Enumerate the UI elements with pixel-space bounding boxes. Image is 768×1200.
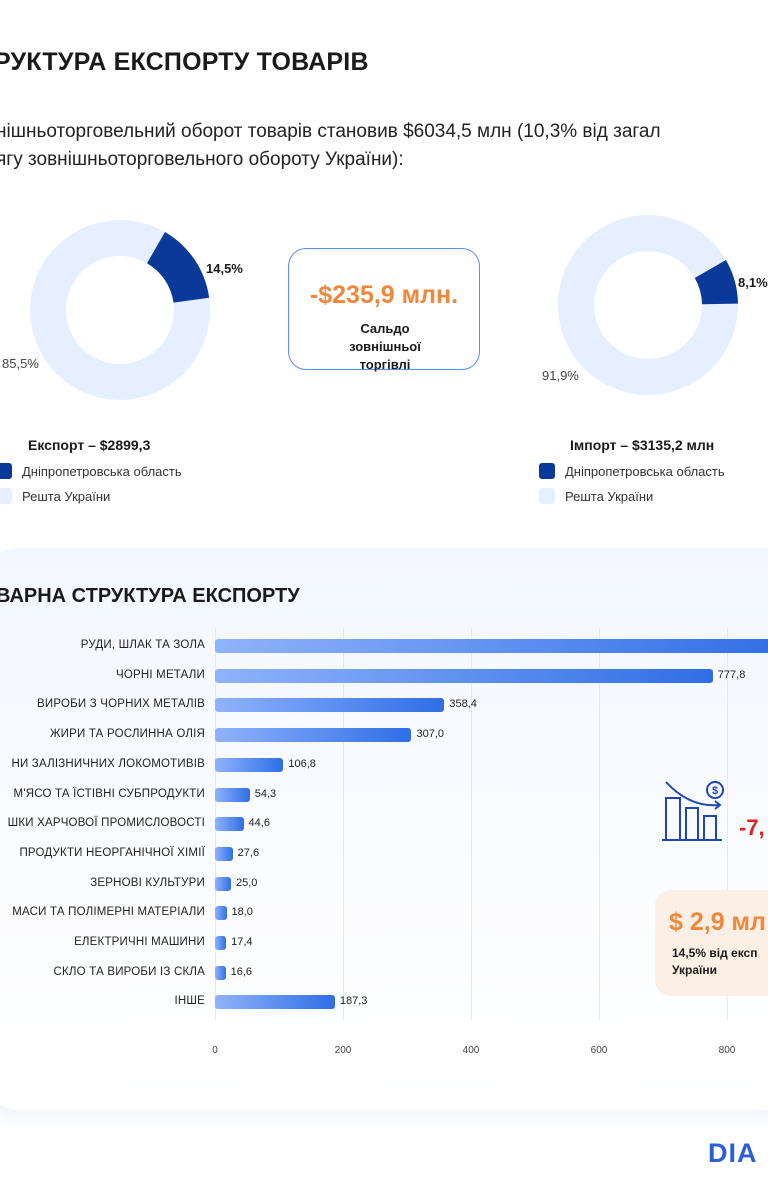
export-rest-slice: [30, 220, 210, 400]
legend-region: Дніпропетровська область: [0, 463, 182, 479]
bar-value-label: 777,8: [717, 668, 746, 681]
export-donut: [30, 220, 210, 400]
bar: [215, 639, 768, 653]
category-label: МАСИ ТА ПОЛІМЕРНІ МАТЕРІАЛИ: [12, 906, 205, 919]
x-tick-label: 400: [462, 1045, 480, 1056]
bar: [215, 906, 227, 921]
bar-value-label: 16,6: [230, 965, 253, 978]
saldo-label: Сальдо зовнішньої торгівлі: [349, 321, 421, 372]
import-rest-slice: [558, 215, 738, 395]
category-label: ЗЕРНОВІ КУЛЬТУРИ: [90, 876, 205, 889]
bar-value-label: 187,3: [339, 995, 368, 1008]
import-region-slice: [694, 260, 738, 305]
category-label: ЧОРНІ МЕТАЛИ: [115, 668, 205, 681]
bar: [215, 995, 335, 1010]
gridline: [471, 628, 472, 1020]
import-share-label: 8,1%: [738, 275, 768, 290]
bar-value-label: 25,0: [236, 876, 258, 889]
legend-text: Дніпропетровська область: [565, 463, 725, 479]
legend-rest: Решта України: [0, 488, 110, 504]
export-card: $ 2,9 мл 14,5% від експ України: [655, 890, 768, 996]
declining-chart-icon: $: [662, 781, 724, 841]
gridline: [727, 628, 728, 1020]
x-tick-label: 800: [718, 1045, 736, 1056]
category-label: ПРОДУКТИ НЕОРГАНІЧНОЇ ХІМІЇ: [19, 846, 205, 859]
legend-swatch: [539, 488, 555, 504]
import-donut: [558, 215, 738, 395]
category-label: РУДИ, ШЛАК ТА ЗОЛА: [80, 639, 205, 651]
category-label: ЕЛЕКТРИЧНІ МАШИНИ: [74, 936, 205, 948]
legend-region: Дніпропетровська область: [539, 463, 725, 479]
donut-charts: [30, 215, 738, 400]
category-label: НИ ЗАЛІЗНИЧНИХ ЛОКОМОТИВІВ: [11, 757, 205, 770]
x-tick-label: 200: [334, 1045, 352, 1056]
export-rest-label: 85,5%: [2, 356, 39, 371]
saldo-box: -$235,9 млн. Сальдо зовнішньої торгівлі: [288, 248, 480, 372]
category-label: СКЛО ТА ВИРОБИ ІЗ СКЛА: [53, 965, 205, 978]
category-label: ШКИ ХАРЧОВОЇ ПРОМИСЛОВОСТІ: [7, 817, 205, 830]
bar: [215, 876, 231, 891]
category-label: М'ЯСО ТА ЇСТІВНІ СУБПРОДУКТИ: [13, 787, 205, 800]
legend-swatch: [0, 488, 12, 504]
bar: [215, 787, 250, 802]
bar-value-label: 307,0: [416, 728, 444, 741]
import-label: Імпорт – $3135,2 млн: [570, 437, 715, 453]
legend-text: Решта України: [22, 488, 111, 504]
legend-text: Решта України: [565, 488, 654, 504]
card-value: $ 2,9 мл: [669, 908, 766, 936]
saldo-value: -$235,9 млн.: [309, 281, 459, 309]
legend-swatch: [539, 463, 555, 479]
category-label: ІНШЕ: [174, 995, 205, 1008]
card-line: 14,5% від експ: [672, 946, 758, 960]
category-label: ЖИРИ ТА РОСЛИННА ОЛІЯ: [49, 728, 205, 741]
category-label: ВИРОБИ З ЧОРНИХ МЕТАЛІВ: [37, 698, 205, 711]
intro-text: нішньоторговельний оборот товарів станов…: [0, 118, 661, 174]
decline-value: -7,: [739, 815, 765, 840]
bar-value-label: 106,8: [288, 757, 316, 770]
dia-logo: DIA: [708, 1138, 758, 1168]
bar: [215, 936, 227, 950]
legend-swatch: [0, 463, 12, 479]
bar: [215, 728, 412, 743]
bar: [215, 817, 244, 832]
svg-text:$: $: [712, 785, 718, 797]
bar-value-label: 27,6: [237, 846, 260, 859]
bar: [215, 846, 233, 861]
gridline: [343, 628, 344, 1020]
bar-value-label: 54,3: [254, 787, 277, 800]
bar: [215, 757, 284, 772]
bar-value-label: 18,0: [231, 906, 253, 919]
chart-title: ВАРНА СТРУКТУРА ЕКСПОРТУ: [0, 585, 300, 607]
legend-text: Дніпропетровська область: [22, 463, 182, 479]
bar-value-label: 44,6: [248, 817, 270, 830]
bar-value-label: 358,4: [449, 698, 477, 711]
bar: [215, 698, 445, 713]
bar-value-label: 17,4: [231, 936, 253, 948]
bar: [215, 668, 713, 683]
gridline: [599, 628, 600, 1020]
import-rest-label: 91,9%: [542, 368, 579, 383]
export-label: Експорт – $2899,3: [28, 437, 151, 453]
x-tick-label: 600: [590, 1045, 608, 1056]
card-line: України: [672, 963, 718, 977]
export-region-slice: [147, 232, 210, 303]
x-tick-label: 0: [212, 1045, 218, 1056]
intro-line: ягу зовнішньоторговельного обороту Украї…: [0, 149, 404, 170]
page-title: РУКТУРА ЕКСПОРТУ ТОВАРІВ: [0, 48, 369, 76]
bar: [215, 965, 226, 980]
export-share-label: 14,5%: [206, 261, 243, 276]
legend-rest: Решта України: [539, 488, 653, 504]
intro-line: нішньоторговельний оборот товарів станов…: [0, 121, 661, 142]
